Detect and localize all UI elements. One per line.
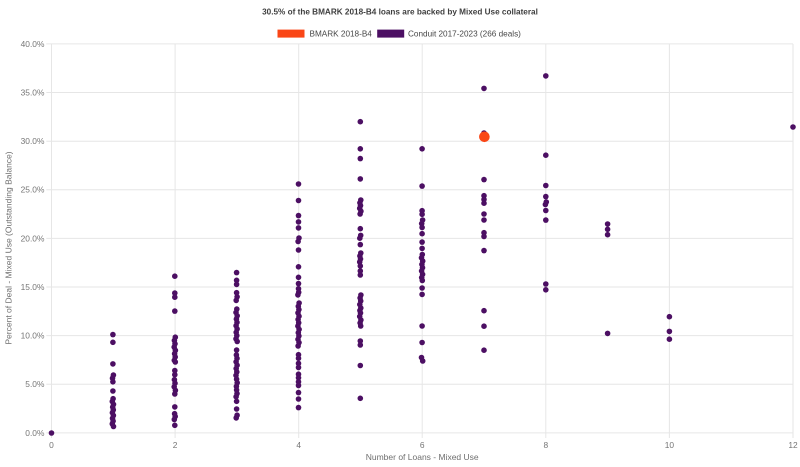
svg-text:2: 2: [173, 440, 178, 450]
svg-text:30.0%: 30.0%: [21, 136, 45, 146]
svg-text:10: 10: [665, 440, 675, 450]
svg-text:5.0%: 5.0%: [25, 379, 45, 389]
svg-text:0: 0: [49, 440, 54, 450]
svg-text:6: 6: [420, 440, 425, 450]
svg-text:12: 12: [788, 440, 798, 450]
svg-text:20.0%: 20.0%: [21, 233, 45, 243]
svg-text:0.0%: 0.0%: [25, 428, 45, 438]
svg-text:30.5% of the BMARK 2018-B4 loa: 30.5% of the BMARK 2018-B4 loans are bac…: [262, 7, 538, 16]
svg-text:BMARK 2018-B4: BMARK 2018-B4: [310, 29, 373, 38]
svg-text:Number of Loans - Mixed Use: Number of Loans - Mixed Use: [366, 452, 479, 462]
svg-text:8: 8: [543, 440, 548, 450]
svg-text:10.0%: 10.0%: [21, 331, 45, 341]
svg-text:25.0%: 25.0%: [21, 185, 45, 195]
svg-text:Conduit 2017-2023 (266 deals): Conduit 2017-2023 (266 deals): [408, 29, 521, 38]
svg-text:40.0%: 40.0%: [21, 39, 45, 49]
svg-text:Percent of Deal - Mixed Use (O: Percent of Deal - Mixed Use (Outstanding…: [3, 151, 13, 344]
svg-text:35.0%: 35.0%: [21, 87, 45, 97]
svg-text:4: 4: [296, 440, 301, 450]
svg-text:15.0%: 15.0%: [21, 282, 45, 292]
